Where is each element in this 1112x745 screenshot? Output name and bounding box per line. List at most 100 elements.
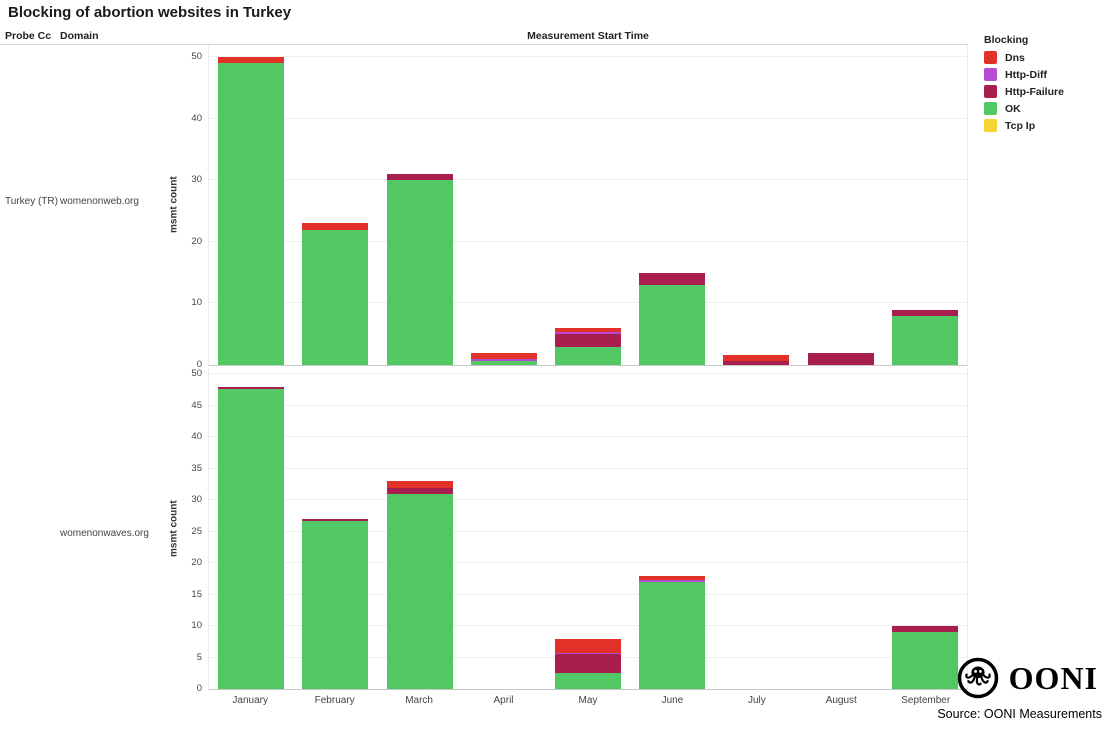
gridline — [209, 117, 967, 119]
y-tick-label: 5 — [196, 651, 202, 663]
bar-segment-june-ok[interactable] — [639, 582, 706, 689]
bar-segment-june-ok[interactable] — [639, 285, 706, 365]
ooni-logo-text: OONI — [1008, 660, 1098, 696]
bar-segment-july-http-failure[interactable] — [723, 360, 790, 365]
y-tick-label: 10 — [191, 297, 202, 309]
y-tick-label: 20 — [191, 235, 202, 247]
legend-swatch — [984, 51, 997, 64]
legend-item-label: Tcp Ip — [1005, 119, 1036, 132]
gridline — [209, 302, 967, 304]
legend-item-http-failure[interactable]: Http-Failure — [984, 85, 1110, 98]
row-label-probe-cc-value: Turkey (TR) — [5, 196, 58, 207]
legend-item-http-diff[interactable]: Http-Diff — [984, 68, 1110, 81]
bar-segment-september-ok[interactable] — [891, 632, 958, 689]
legend-item-dns[interactable]: Dns — [984, 51, 1110, 64]
bar-segment-may-http-diff[interactable] — [555, 652, 621, 655]
legend-swatch — [984, 102, 997, 115]
gridline — [209, 56, 967, 58]
x-axis-label-april: April — [493, 695, 514, 706]
header-divider — [0, 44, 968, 45]
bar-segment-january-http-failure[interactable] — [218, 386, 285, 389]
x-axis-labels: January February March April May June July Augu… — [208, 695, 968, 706]
y-tick-label: 50 — [191, 368, 202, 380]
column-header-domain: Domain — [60, 30, 99, 42]
chart-panel-womenonweb: msmt count 0 10 20 30 40 50 — [169, 45, 968, 370]
bar-segment-may-http-failure[interactable] — [555, 654, 621, 674]
column-header-measurement-start-time: Measurement Start Time — [527, 30, 649, 42]
bar-segment-may-dns[interactable] — [555, 328, 621, 333]
bar-segment-may-dns[interactable] — [555, 638, 621, 653]
y-tick-label: 10 — [191, 620, 202, 632]
y-tick-label: 15 — [191, 588, 202, 600]
ooni-logo: OONI — [956, 656, 1098, 700]
bar-segment-february-ok[interactable] — [302, 520, 369, 689]
bar-segment-april-ok[interactable] — [470, 360, 537, 365]
bar-segment-may-ok[interactable] — [555, 673, 621, 689]
bar-segment-march-http-failure[interactable] — [386, 487, 453, 494]
y-tick-label: 40 — [191, 112, 202, 124]
column-header-probe-cc: Probe Cc — [5, 30, 52, 42]
y-tick-label: 25 — [191, 525, 202, 537]
bar-segment-may-http-failure[interactable] — [555, 334, 621, 347]
bar-segment-january-dns[interactable] — [218, 57, 285, 64]
x-axis-label-july: July — [747, 695, 766, 706]
bar-segment-august-http-failure[interactable] — [807, 352, 874, 365]
bar-segment-september-ok[interactable] — [891, 315, 958, 365]
gridline — [209, 240, 967, 242]
x-axis-label-march: March — [405, 695, 433, 706]
legend-item-tcp-ip[interactable]: Tcp Ip — [984, 119, 1110, 132]
y-axis-label: msmt count — [168, 176, 180, 234]
bar-segment-february-dns[interactable] — [302, 223, 369, 230]
bar-segment-june-http-failure[interactable] — [639, 272, 706, 285]
row-label-domain-womenonwaves: womenonwaves.org — [60, 528, 149, 539]
legend-item-label: Dns — [1005, 51, 1025, 64]
gridline — [209, 593, 967, 595]
bar-segment-january-ok[interactable] — [218, 63, 285, 365]
bar-segment-february-ok[interactable] — [302, 229, 369, 365]
bar-segment-june-http-diff[interactable] — [639, 580, 706, 582]
gridline — [209, 625, 967, 627]
gridline — [209, 530, 967, 532]
x-axis-label-august: August — [825, 695, 857, 706]
bar-segment-march-ok[interactable] — [386, 493, 453, 689]
x-axis-label-january: January — [232, 695, 268, 706]
x-axis-label-june: June — [661, 695, 684, 706]
bar-segment-april-dns[interactable] — [470, 353, 537, 360]
row-label-domain-womenonweb: womenonweb.org — [60, 196, 139, 207]
gridline — [209, 179, 967, 181]
y-tick-label: 45 — [191, 399, 202, 411]
bar-segment-september-http-failure[interactable] — [891, 626, 958, 633]
gridline — [209, 499, 967, 501]
legend-swatch — [984, 85, 997, 98]
bar-segment-march-http-failure[interactable] — [386, 174, 453, 181]
bar-segment-july-dns[interactable] — [723, 354, 790, 361]
legend-item-label: OK — [1005, 102, 1021, 115]
legend-item-ok[interactable]: OK — [984, 102, 1110, 115]
x-axis-label-february: February — [314, 695, 355, 706]
bar-segment-may-ok[interactable] — [555, 346, 621, 365]
y-tick-label: 35 — [191, 462, 202, 474]
gridline — [209, 373, 967, 375]
bar-segment-january-ok[interactable] — [218, 388, 285, 689]
gridline — [209, 467, 967, 469]
x-axis-label-september: September — [901, 695, 951, 706]
legend: Blocking Dns Http-Diff Http-Failure OK Tcp I… — [984, 34, 1110, 136]
bar-segment-april-http-diff[interactable] — [470, 359, 537, 361]
bar-segment-february-http-failure[interactable] — [302, 519, 369, 521]
y-tick-label: 40 — [191, 431, 202, 443]
legend-item-label: Http-Diff — [1005, 68, 1047, 81]
y-axis-label: msmt count — [168, 500, 180, 557]
y-tick-label: 0 — [196, 683, 202, 694]
bar-segment-september-http-failure[interactable] — [891, 309, 958, 316]
y-tick-label: 30 — [191, 494, 202, 506]
y-tick-label: 20 — [191, 557, 202, 569]
y-tick-label: 0 — [196, 359, 202, 370]
page-title: Blocking of abortion websites in Turkey — [8, 4, 292, 21]
legend-item-label: Http-Failure — [1005, 85, 1064, 98]
bar-segment-may-http-diff[interactable] — [555, 332, 621, 335]
x-axis-label-may: May — [578, 695, 598, 706]
legend-title: Blocking — [984, 34, 1029, 46]
bar-segment-june-dns[interactable] — [639, 575, 706, 581]
bar-segment-march-dns[interactable] — [386, 481, 453, 488]
bar-segment-march-ok[interactable] — [386, 180, 453, 365]
